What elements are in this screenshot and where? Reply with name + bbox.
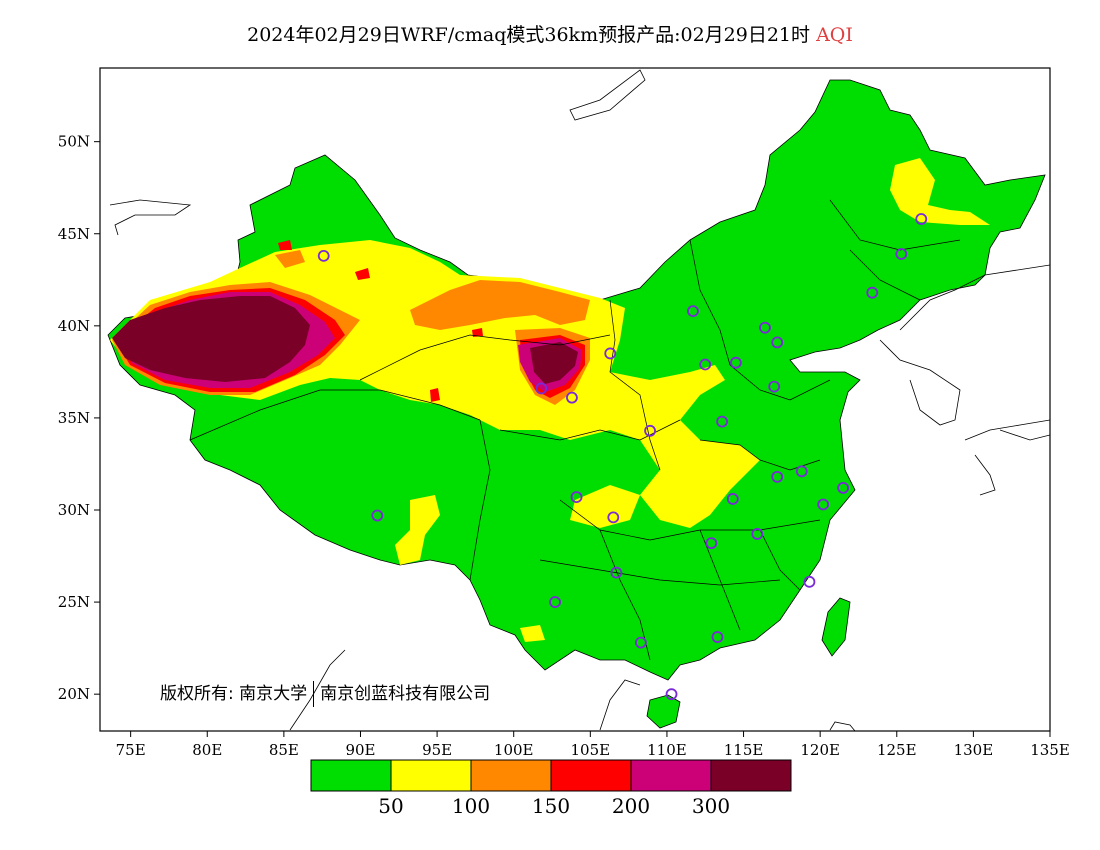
legend-label: 200 [612, 794, 650, 818]
station-marker [711, 631, 724, 643]
legend-swatch [310, 759, 392, 792]
latitude-axis: 20N 25N 30N 35N 40N 45N 50N [58, 133, 100, 703]
station-marker [604, 347, 617, 360]
longitude-axis: 75E 80E 85E 90E 95E 100E 105E 110E 115E 120E 125E 1… [116, 731, 1070, 759]
map-title: 2024年02月29日WRF/cmaq模式36km预报产品:02月29日21时 … [0, 20, 1100, 47]
lon-tick-label: 120E [800, 741, 840, 759]
station-marker [371, 509, 384, 522]
station-marker [665, 688, 678, 701]
station-marker [317, 249, 330, 262]
lat-tick-label: 20N [58, 685, 90, 703]
legend-swatch [470, 759, 552, 792]
copyright-org1: 南京大学 [239, 684, 308, 704]
station-marker [610, 566, 623, 579]
aqi-zone-moderate-tibet [395, 495, 440, 565]
station-marker [771, 470, 784, 483]
copyright-separator [313, 681, 315, 707]
province-borders [189, 199, 961, 661]
station-marker [699, 358, 712, 371]
lat-tick-label: 30N [58, 501, 90, 519]
aqi-zone-hazardous-tarim [112, 296, 310, 382]
station-marker [716, 415, 728, 428]
aqi-zone-hazardous-ordos [530, 342, 578, 384]
lon-tick-label: 75E [116, 741, 146, 759]
aqi-zone-usg-xj [275, 250, 305, 268]
station-marker [866, 286, 879, 299]
lat-tick-label: 35N [58, 409, 90, 427]
station-marker [729, 356, 742, 369]
station-marker [566, 391, 578, 404]
lon-tick-label: 115E [724, 741, 764, 759]
station-marker [817, 498, 830, 511]
station-marker [549, 596, 561, 608]
station-marker [768, 380, 781, 393]
legend-swatch [390, 759, 472, 792]
legend-swatch [710, 759, 792, 792]
lon-tick-label: 100E [494, 741, 534, 759]
station-marker [803, 575, 816, 588]
lon-tick-label: 90E [345, 741, 375, 759]
copyright-notice: 版权所有: 南京大学 南京创蓝科技有限公司 [160, 679, 490, 707]
legend-label: 300 [692, 794, 730, 818]
station-marker [915, 213, 928, 225]
lat-tick-label: 45N [58, 225, 90, 243]
lon-tick-label: 80E [192, 741, 222, 759]
station-marker [895, 248, 908, 260]
station-marker [705, 537, 718, 550]
station-marker [607, 511, 620, 524]
station-marker [687, 305, 699, 318]
copyright-prefix: 版权所有: [160, 684, 234, 704]
aqi-legend: 50 100 150 200 300 [310, 759, 792, 818]
lat-tick-label: 40N [58, 317, 90, 335]
station-marker [751, 528, 764, 540]
map-frame [99, 67, 1051, 732]
title-main: 2024年02月29日WRF/cmaq模式36km预报产品:02月29日21时 [247, 24, 811, 46]
lon-tick-label: 110E [647, 741, 687, 759]
station-marker [570, 491, 583, 504]
station-marker [837, 481, 850, 494]
taiwan-island [821, 597, 851, 657]
station-marker [726, 493, 739, 505]
lon-tick-label: 130E [954, 741, 994, 759]
legend-label: 100 [452, 794, 490, 818]
station-marker [771, 336, 784, 349]
station-marker [644, 424, 656, 437]
lat-tick-label: 50N [58, 133, 90, 151]
legend-label: 150 [532, 794, 570, 818]
station-marker [795, 465, 808, 478]
lon-tick-label: 95E [422, 741, 452, 759]
lon-tick-label: 85E [269, 741, 299, 759]
aqi-zone-usg-gansu [410, 280, 590, 330]
lon-tick-label: 135E [1030, 741, 1070, 759]
station-marker [634, 636, 647, 649]
aqi-zone-moderate-ne [890, 158, 990, 225]
lon-tick-label: 105E [571, 741, 611, 759]
legend-label: 50 [378, 794, 403, 818]
copyright-org2: 南京创蓝科技有限公司 [320, 684, 491, 704]
station-marker [535, 382, 548, 395]
station-marker [759, 321, 771, 334]
title-variable: AQI [816, 24, 853, 46]
aqi-zone-moderate-sc [520, 625, 545, 642]
station-markers [317, 213, 928, 701]
coastlines [109, 69, 1050, 731]
lon-tick-label: 125E [877, 741, 917, 759]
hainan-island [646, 694, 681, 729]
lat-tick-label: 25N [58, 593, 90, 611]
legend-swatch [630, 759, 712, 792]
legend-swatch [550, 759, 632, 792]
